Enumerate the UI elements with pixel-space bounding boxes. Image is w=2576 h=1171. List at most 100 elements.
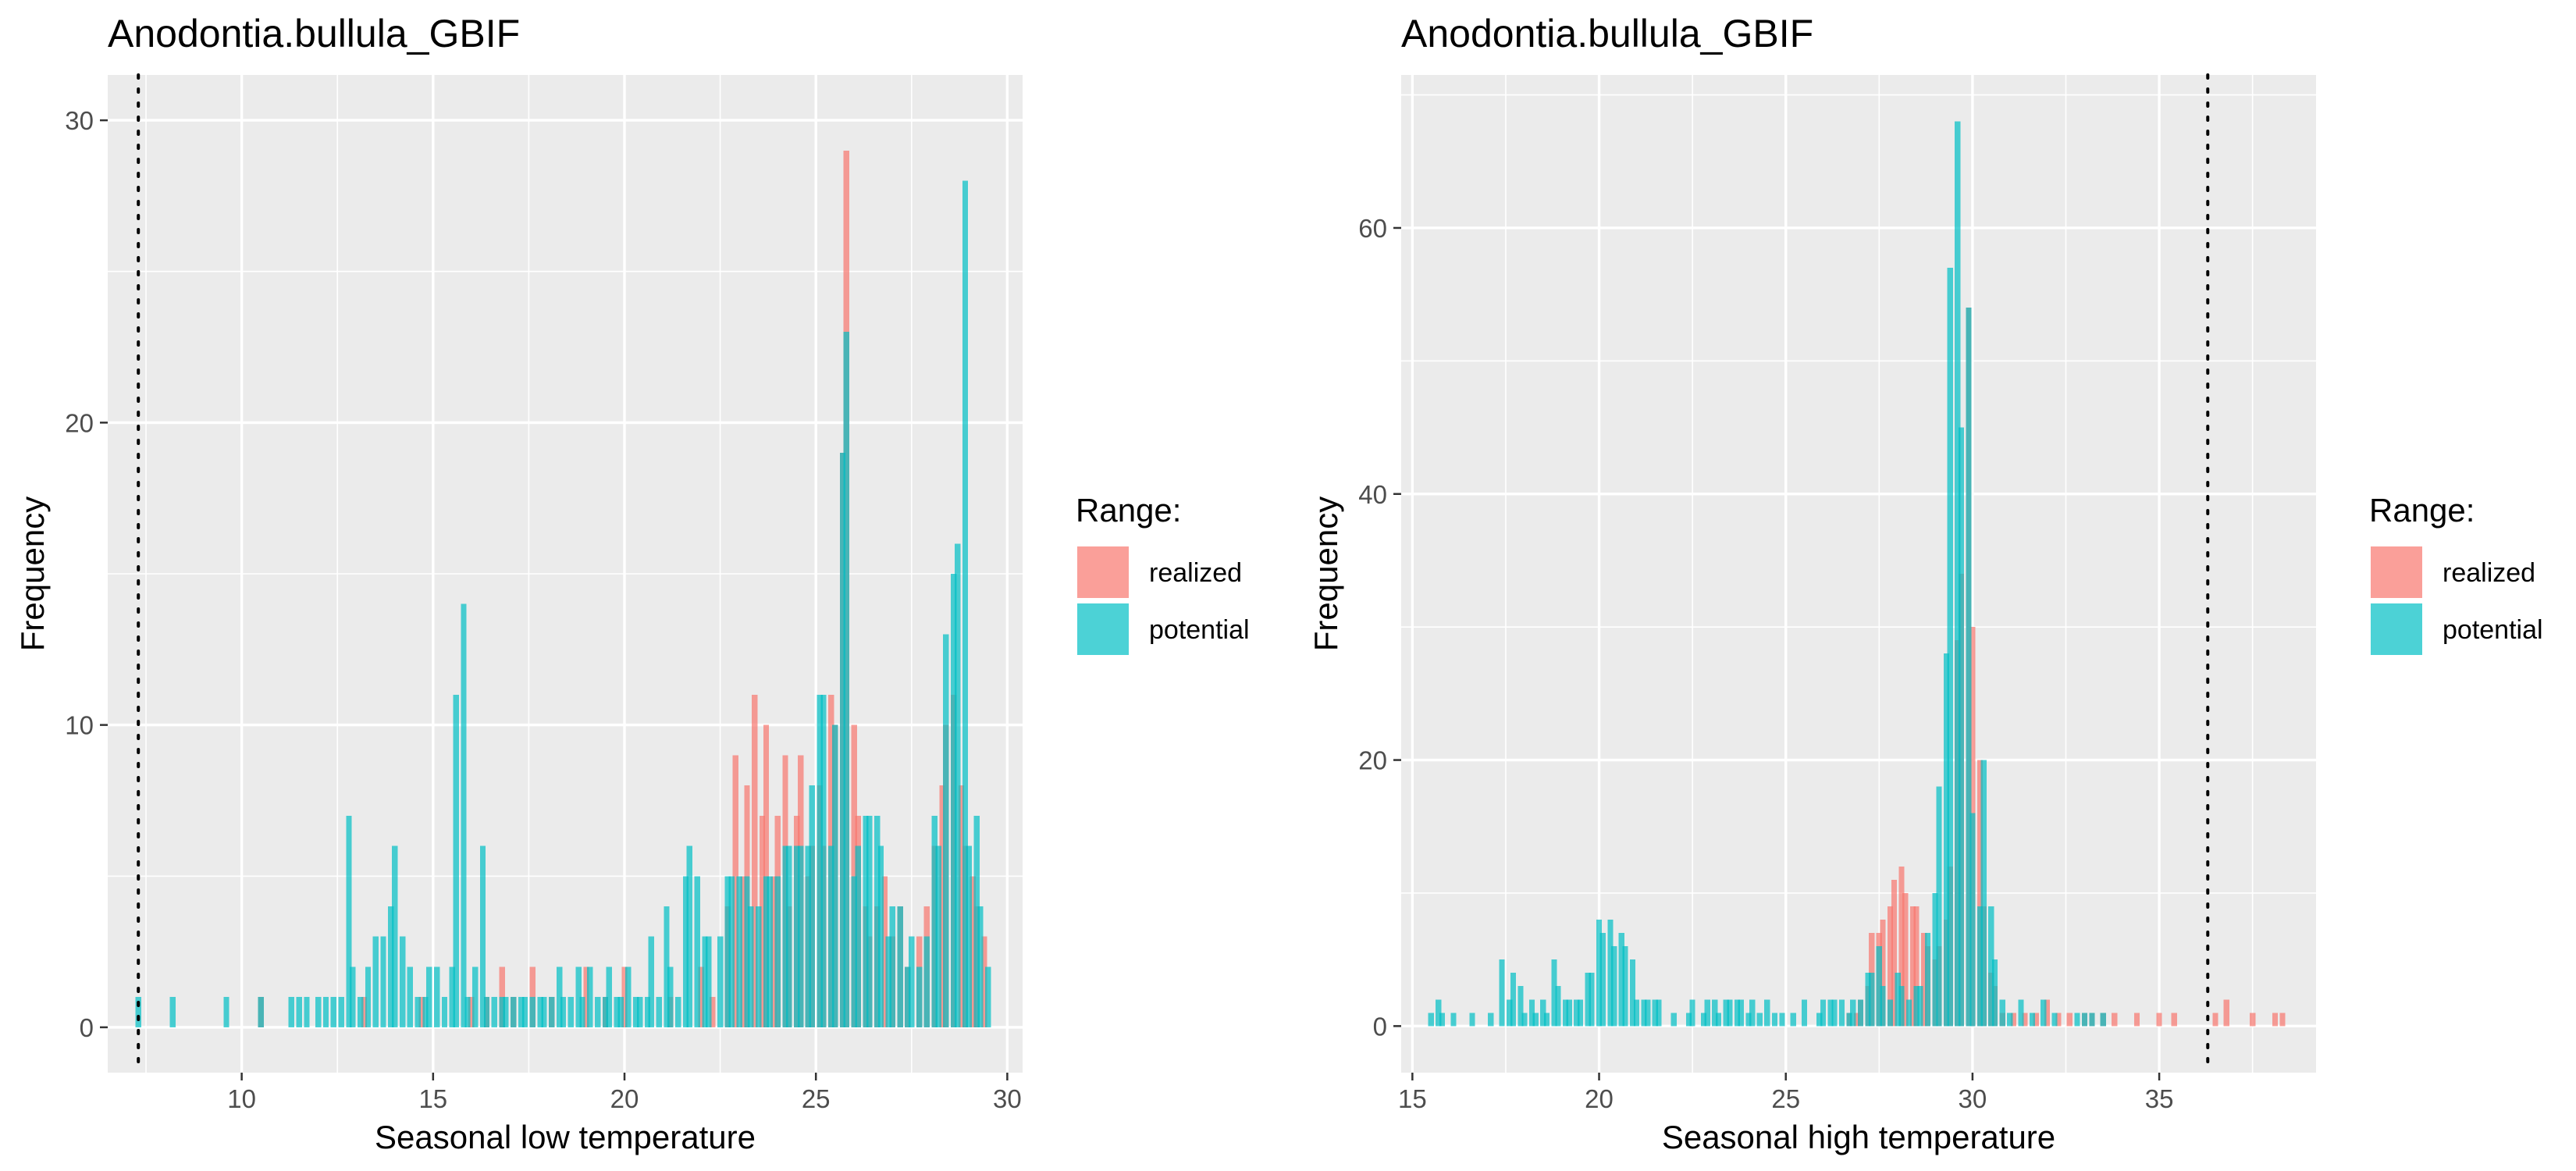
potential-bar — [1865, 973, 1871, 1027]
potential-bar — [415, 997, 421, 1027]
potential-bar — [1607, 920, 1614, 1027]
potential-bar — [464, 997, 471, 1027]
potential-bar — [2100, 1013, 2106, 1027]
y-axis-ticks: 0 20 40 60 — [1358, 214, 1401, 1041]
potential-bar — [529, 997, 535, 1027]
potential-bar — [1905, 999, 1912, 1027]
realized-bar — [759, 815, 766, 1027]
potential-bar — [702, 936, 708, 1027]
potential-bar — [1723, 999, 1729, 1027]
potential-bar — [296, 997, 302, 1027]
potential-bar — [636, 997, 643, 1027]
x-tick-label: 10 — [227, 1084, 256, 1113]
legend-key-potential — [1077, 603, 1129, 655]
potential-bar — [1876, 946, 1882, 1027]
x-tick-label: 20 — [1585, 1084, 1614, 1113]
potential-bar — [674, 997, 681, 1027]
potential-bar — [499, 997, 505, 1027]
potential-bar — [1700, 1013, 1707, 1027]
x-tick-label: 20 — [610, 1084, 639, 1113]
x-axis-title: Seasonal high temperature — [1662, 1119, 2055, 1155]
x-axis-ticks: 15 20 25 30 35 — [1398, 1073, 2173, 1113]
realized-bar — [939, 785, 945, 1027]
potential-bar — [1947, 268, 1953, 1027]
potential-bar — [2018, 999, 2024, 1027]
potential-bar — [943, 634, 949, 1027]
potential-bar — [595, 997, 601, 1027]
potential-bar — [664, 906, 670, 1027]
y-tick-label: 30 — [65, 106, 94, 135]
potential-bar — [1551, 959, 1557, 1027]
realized-bar — [1854, 1013, 1860, 1027]
potential-bar — [541, 997, 547, 1027]
potential-bar — [1599, 933, 1606, 1027]
potential-bar — [1816, 1013, 1823, 1027]
potential-bar — [717, 936, 724, 1027]
potential-bar — [786, 845, 792, 1027]
potential-bar — [817, 694, 823, 1027]
realized-bar — [981, 936, 987, 1027]
potential-bar — [755, 906, 762, 1027]
realized-bar — [2066, 1013, 2073, 1027]
potential-bar — [521, 997, 528, 1027]
potential-bar — [1574, 999, 1580, 1027]
potential-bar — [1436, 999, 1442, 1027]
potential-bar — [1704, 999, 1710, 1027]
potential-bar — [1738, 999, 1744, 1027]
potential-bar — [518, 997, 525, 1027]
potential-bar — [1521, 1013, 1528, 1027]
potential-bar — [1880, 986, 1886, 1027]
y-axis-ticks: 0 10 20 30 — [65, 106, 108, 1042]
chart-left: Anodontia.bullula_GBIF 10 15 20 25 30 0 10 20 3… — [14, 12, 1250, 1155]
potential-bar — [724, 876, 731, 1027]
realized-bar — [2212, 1013, 2218, 1027]
y-axis-title: Frequency — [1308, 497, 1344, 651]
potential-bar — [1555, 986, 1561, 1027]
legend-label-potential: potential — [1149, 615, 1250, 645]
x-tick-label: 25 — [802, 1084, 831, 1113]
potential-bar — [579, 997, 585, 1027]
potential-bar — [1980, 760, 1987, 1027]
potential-bar — [909, 936, 915, 1027]
legend: Range: realized potential — [1076, 492, 1250, 655]
potential-bar — [1439, 1013, 1446, 1027]
potential-bar — [905, 966, 911, 1027]
potential-bar — [1428, 1013, 1434, 1027]
potential-bar — [977, 906, 984, 1027]
potential-bar — [863, 815, 869, 1027]
potential-bar — [587, 966, 593, 1027]
potential-bar — [399, 936, 406, 1027]
potential-bar — [537, 997, 543, 1027]
potential-bar — [1756, 1013, 1763, 1027]
potential-bar — [1943, 653, 1950, 1027]
potential-bar — [648, 936, 655, 1027]
potential-bar — [503, 997, 509, 1027]
potential-bar — [706, 936, 712, 1027]
potential-bar — [828, 845, 834, 1027]
realized-bar — [1921, 933, 1927, 1027]
y-tick-label: 60 — [1358, 214, 1387, 243]
potential-bar — [560, 997, 567, 1027]
potential-bar — [407, 966, 414, 1027]
potential-bar — [1988, 906, 1994, 1027]
potential-bar — [832, 724, 838, 1027]
legend-label-potential: potential — [2443, 615, 2543, 645]
potential-bar — [1517, 986, 1524, 1027]
realized-bar — [2044, 999, 2051, 1027]
potential-bar — [682, 876, 689, 1027]
potential-bar — [1488, 1013, 1494, 1027]
potential-bar — [422, 997, 429, 1027]
y-axis-title: Frequency — [14, 497, 51, 651]
realized-bar — [1902, 892, 1909, 1027]
realized-bar — [621, 966, 628, 1027]
potential-bar — [1969, 813, 1976, 1027]
potential-bar — [1869, 973, 1875, 1027]
potential-bar — [1652, 999, 1658, 1027]
potential-bar — [2041, 999, 2047, 1027]
x-tick-label: 15 — [418, 1084, 447, 1113]
potential-bar — [873, 815, 881, 1027]
potential-bar — [602, 997, 609, 1027]
potential-bar — [1716, 1013, 1722, 1027]
chart-right: Anodontia.bullula_GBIF 15 20 25 30 35 0 20 40 6… — [1308, 12, 2543, 1155]
